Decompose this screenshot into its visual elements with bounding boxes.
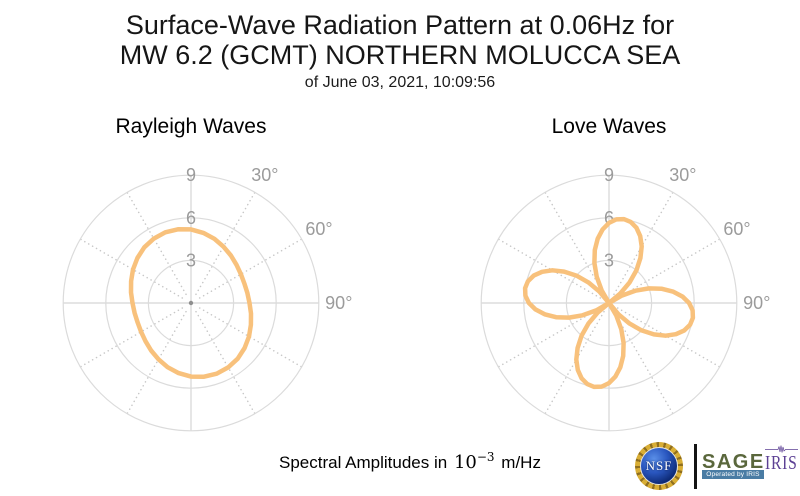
figure-title-line-2: MW 6.2 (GCMT) NORTHERN MOLUCCA SEA bbox=[119, 40, 681, 70]
love-chart-title: Love Waves bbox=[551, 115, 667, 138]
sage-tagline: Operated by IRIS bbox=[702, 470, 764, 479]
svg-text:60°: 60° bbox=[305, 219, 332, 239]
nsf-label: NSF bbox=[645, 458, 673, 473]
figure-title-line-1: Surface-Wave Radiation Pattern at 0.06Hz… bbox=[125, 10, 675, 40]
svg-text:9: 9 bbox=[186, 165, 196, 185]
love-polar-chart: 3 6 9 30° 60° 90° bbox=[480, 165, 770, 432]
caption-suffix: m/Hz bbox=[501, 453, 541, 472]
svg-text:9: 9 bbox=[604, 165, 614, 185]
iris-label: IRIS bbox=[765, 452, 798, 474]
caption-prefix: Spectral Amplitudes in bbox=[279, 453, 448, 472]
figure-subtitle: of June 03, 2021, 10:09:56 bbox=[304, 74, 496, 91]
svg-text:90°: 90° bbox=[743, 293, 770, 313]
logo-divider bbox=[694, 444, 697, 489]
svg-text:6: 6 bbox=[604, 208, 614, 228]
iris-seismogram-icon bbox=[765, 445, 798, 453]
rayleigh-polar-chart: 3 6 9 30° 60° 90° bbox=[62, 165, 352, 432]
nsf-globe-icon: NSF bbox=[640, 447, 678, 485]
title-block: Surface-Wave Radiation Pattern at 0.06Hz… bbox=[0, 10, 800, 93]
svg-text:60°: 60° bbox=[723, 219, 750, 239]
caption-power-of-ten: 10−3 bbox=[453, 450, 495, 473]
svg-text:90°: 90° bbox=[325, 293, 352, 313]
rayleigh-chart-title: Rayleigh Waves bbox=[115, 115, 267, 138]
amplitude-units-caption: Spectral Amplitudes in 10−3 m/Hz bbox=[10, 450, 800, 473]
iris-logo: IRIS bbox=[765, 445, 798, 473]
svg-text:3: 3 bbox=[604, 250, 614, 270]
svg-text:6: 6 bbox=[186, 208, 196, 228]
svg-text:30°: 30° bbox=[251, 165, 278, 185]
svg-text:3: 3 bbox=[186, 250, 196, 270]
sage-logo: SAGE bbox=[702, 451, 765, 473]
nsf-logo: NSF bbox=[635, 442, 683, 490]
svg-text:30°: 30° bbox=[669, 165, 696, 185]
